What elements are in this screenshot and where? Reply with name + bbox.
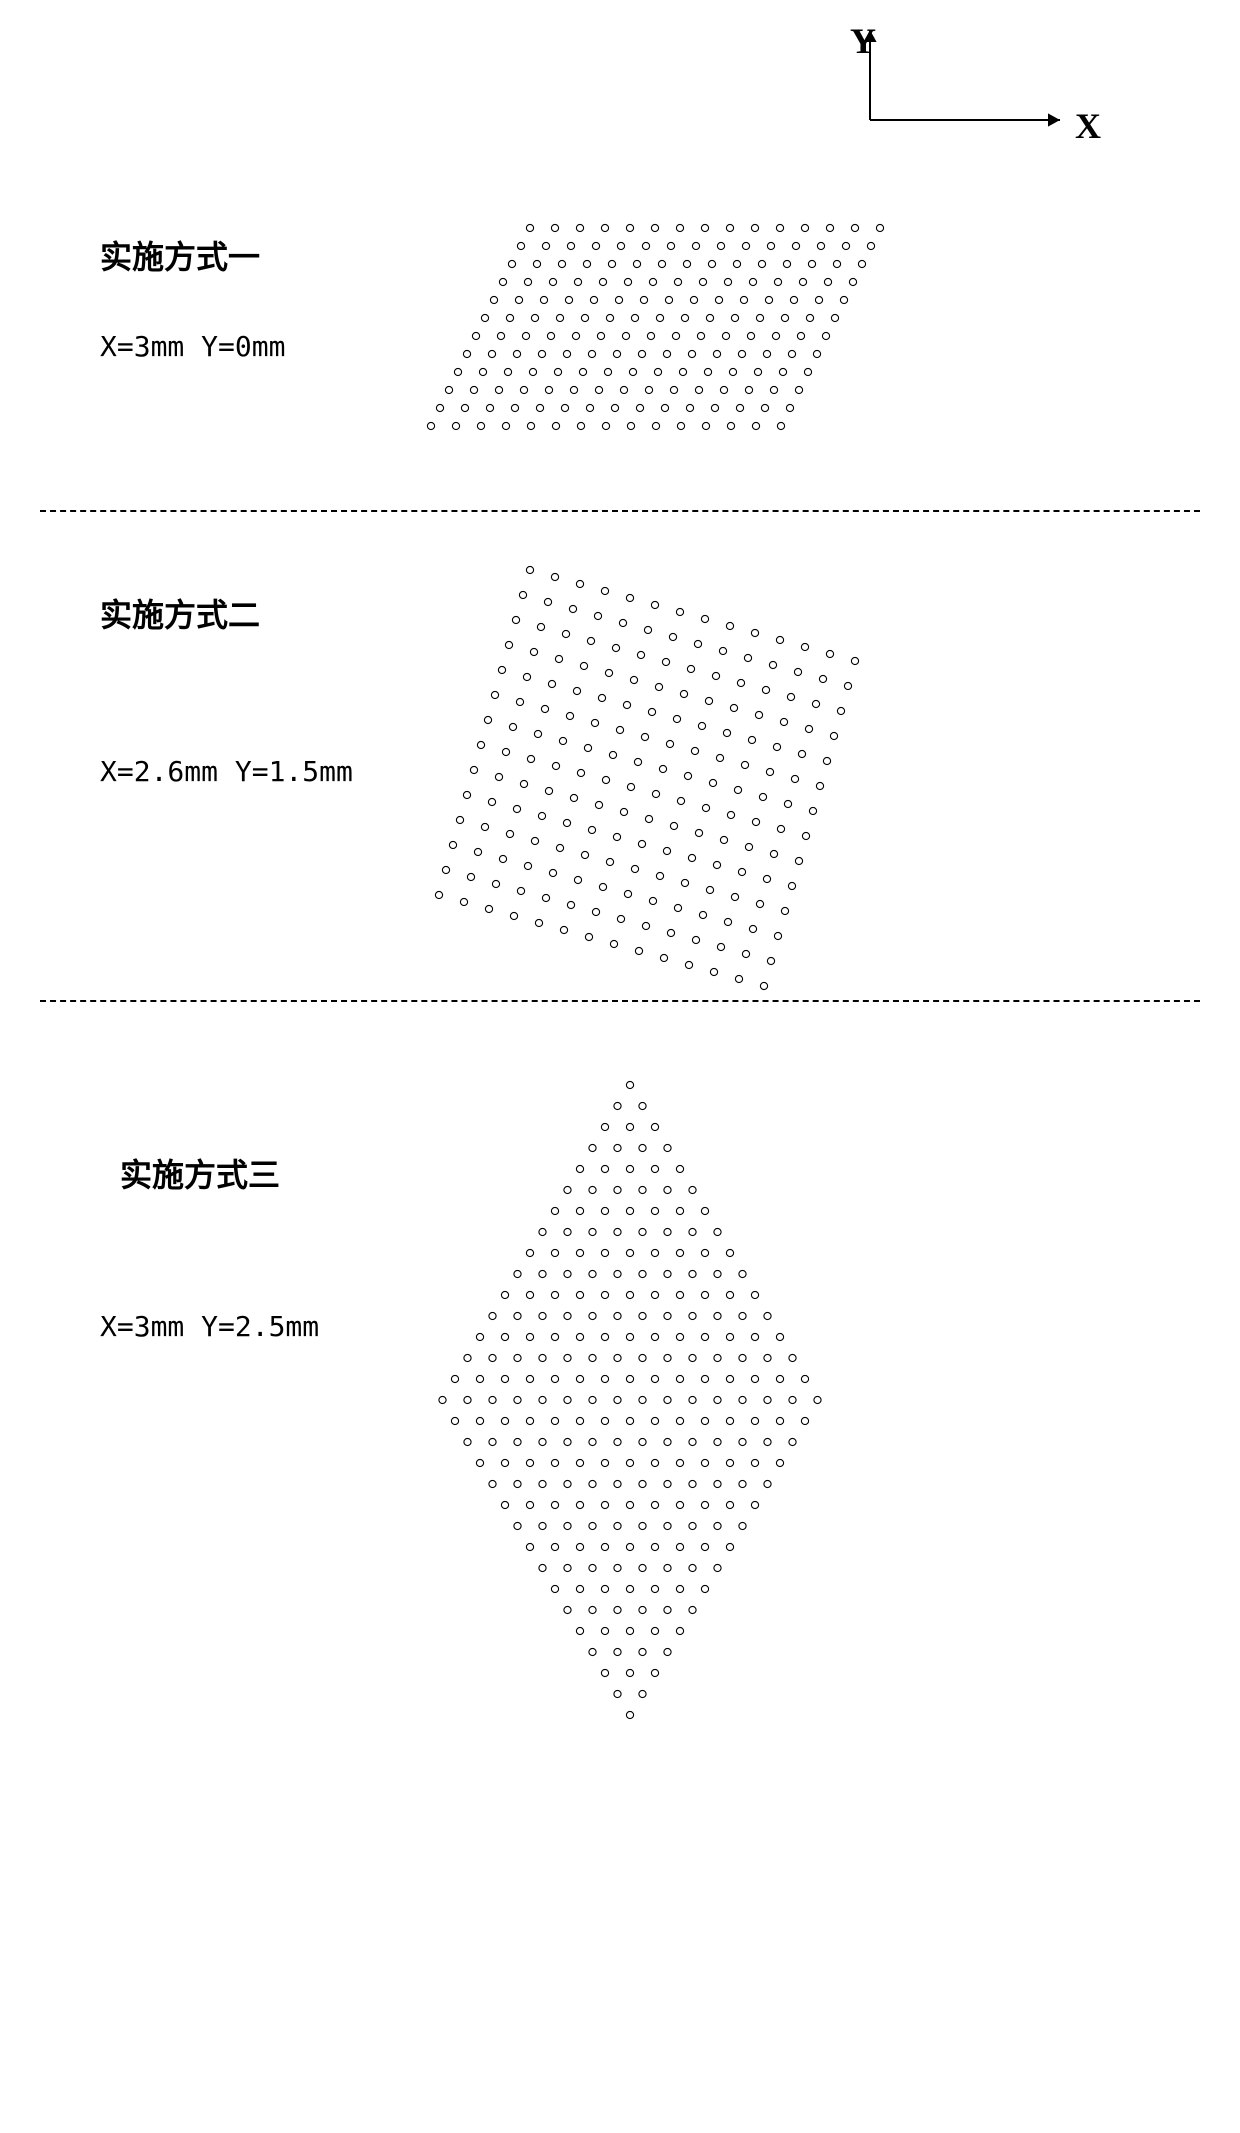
page: Y X 实施方式一 X=3mm Y=0mm 实施方式二 X=2.6mm Y=1.… (0, 0, 1240, 2133)
impl3-dots (0, 0, 1240, 2133)
